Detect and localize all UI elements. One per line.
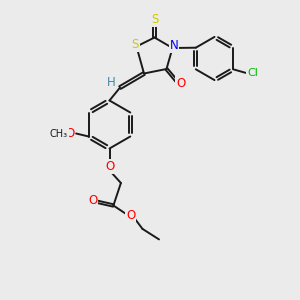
Text: O: O: [176, 76, 185, 90]
Text: S: S: [151, 13, 158, 26]
Text: O: O: [65, 127, 74, 140]
Text: CH₃: CH₃: [50, 128, 68, 139]
Text: O: O: [105, 160, 114, 173]
Text: H: H: [106, 76, 116, 89]
Text: O: O: [88, 194, 97, 207]
Text: O: O: [126, 209, 135, 222]
Text: S: S: [131, 38, 139, 51]
Text: Cl: Cl: [247, 68, 258, 78]
Text: N: N: [169, 39, 178, 52]
